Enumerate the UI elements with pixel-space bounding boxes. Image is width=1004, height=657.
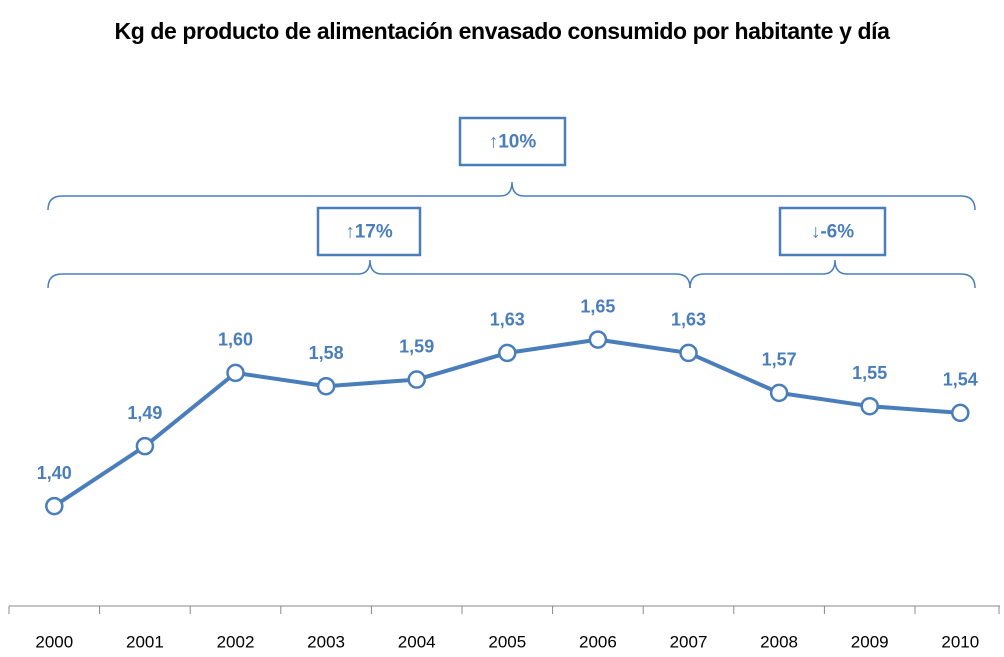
annotation: ↑10% bbox=[489, 132, 537, 153]
data-label: 1,57 bbox=[762, 350, 797, 370]
data-label: 1,55 bbox=[852, 363, 887, 383]
data-label: 1,59 bbox=[399, 336, 434, 356]
data-label: 1,60 bbox=[218, 330, 253, 350]
data-label: 1,40 bbox=[37, 463, 72, 483]
annotation: ↑17% bbox=[345, 222, 393, 243]
x-tick-label: 2005 bbox=[488, 632, 526, 651]
annotation-box bbox=[778, 206, 887, 257]
marker bbox=[45, 496, 64, 516]
data-label: 1,58 bbox=[309, 343, 344, 363]
data-label: 1,63 bbox=[490, 310, 525, 330]
marker bbox=[226, 363, 245, 383]
bracket bbox=[689, 259, 976, 289]
data-label: 1,49 bbox=[127, 403, 162, 423]
marker bbox=[769, 383, 789, 403]
x-tick-label: 2009 bbox=[851, 632, 889, 651]
x-tick-label: 2002 bbox=[217, 632, 255, 651]
annotation-box bbox=[458, 116, 567, 167]
bracket bbox=[47, 181, 976, 211]
marker bbox=[588, 330, 608, 349]
marker bbox=[407, 370, 426, 389]
x-tick-label: 2007 bbox=[670, 632, 708, 651]
data-label: 1,63 bbox=[671, 310, 706, 330]
annotation-box bbox=[316, 206, 422, 257]
marker bbox=[316, 376, 336, 396]
x-tick-label: 2010 bbox=[941, 632, 979, 651]
marker bbox=[860, 396, 879, 416]
bracket bbox=[47, 259, 691, 289]
annotation: ↓-6% bbox=[811, 222, 854, 243]
line bbox=[53, 337, 961, 508]
data-label: 1,54 bbox=[943, 370, 978, 390]
x-tick-label: 2008 bbox=[760, 632, 798, 651]
marker bbox=[135, 436, 155, 456]
x-tick-label: 2003 bbox=[307, 632, 345, 651]
marker bbox=[498, 343, 517, 363]
x-tick-label: 2000 bbox=[35, 632, 73, 651]
data-label: 1,65 bbox=[580, 296, 615, 316]
marker bbox=[951, 403, 970, 423]
chart-title: Kg de producto de alimentación envasado … bbox=[114, 18, 890, 44]
x-tick-label: 2006 bbox=[579, 632, 617, 651]
x-tick-label: 2001 bbox=[126, 632, 164, 651]
x-tick-label: 2004 bbox=[398, 632, 436, 651]
marker bbox=[679, 343, 698, 363]
